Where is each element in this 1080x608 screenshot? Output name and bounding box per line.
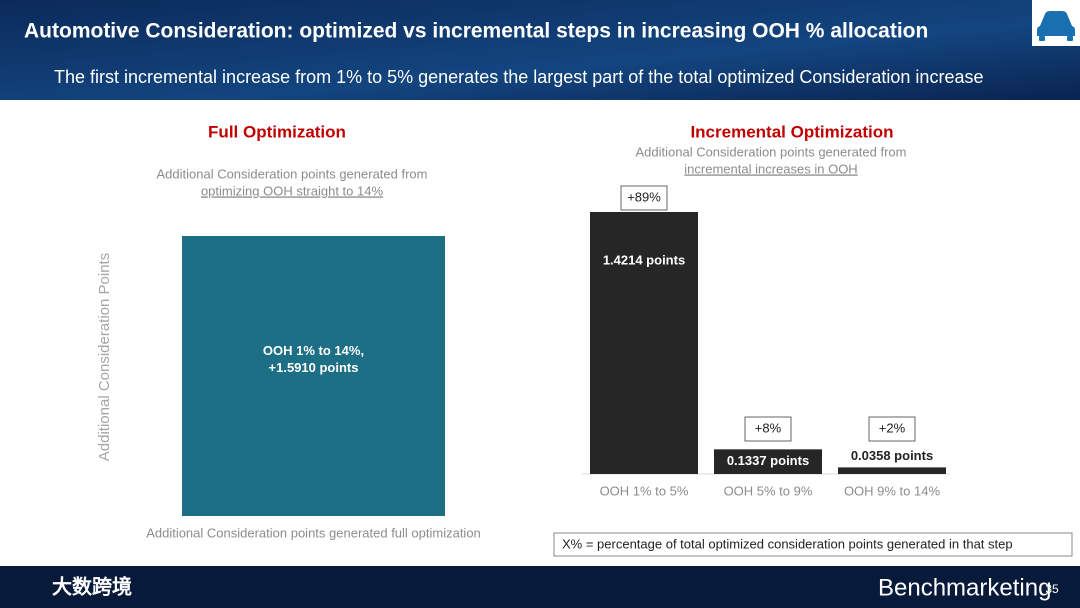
chart-title: Full Optimization [208, 122, 346, 141]
chart-subtitle: Additional Consideration points generate… [635, 144, 906, 159]
note: X% = percentage of total optimized consi… [562, 536, 1013, 551]
value-label: 0.1337 points [727, 453, 809, 468]
x-tick-label: OOH 5% to 9% [724, 483, 813, 498]
x-tick-label: Additional Consideration points generate… [146, 525, 481, 540]
page-number: 35 [1045, 582, 1059, 596]
car-icon [1037, 11, 1075, 41]
slide-title: Automotive Consideration: optimized vs i… [24, 20, 928, 43]
chart-title: Incremental Optimization [690, 122, 893, 141]
x-tick-label: OOH 1% to 5% [600, 483, 689, 498]
share-box [620, 185, 668, 211]
bar [590, 211, 698, 474]
share-label: +2% [879, 420, 906, 435]
slide-subtitle: The first incremental increase from 1% t… [54, 67, 984, 87]
watermark: 大数跨境 [52, 574, 132, 598]
share-box [868, 416, 916, 442]
header-band [0, 0, 1080, 100]
bar [182, 235, 445, 516]
brand: Benchmarketing [878, 574, 1051, 601]
bar [838, 467, 946, 474]
share-box [744, 416, 792, 442]
value-label: 1.4214 points [603, 252, 685, 267]
chart-subtitle: optimizing OOH straight to 14% [201, 183, 384, 198]
share-label: +8% [755, 420, 782, 435]
chart-subtitle: Additional Consideration points generate… [156, 166, 427, 181]
note-box [553, 532, 1073, 557]
value-label: OOH 1% to 14%, +1.5910 points [262, 342, 365, 375]
footer-band [0, 566, 1080, 608]
bar [714, 449, 822, 474]
value-label: 0.0358 points [851, 448, 933, 463]
chart-subtitle: incremental increases in OOH [684, 161, 857, 176]
x-tick-label: OOH 9% to 14% [844, 483, 941, 498]
share-label: +89% [627, 189, 661, 204]
y-axis-label: Additional Consideration Points [96, 253, 113, 461]
